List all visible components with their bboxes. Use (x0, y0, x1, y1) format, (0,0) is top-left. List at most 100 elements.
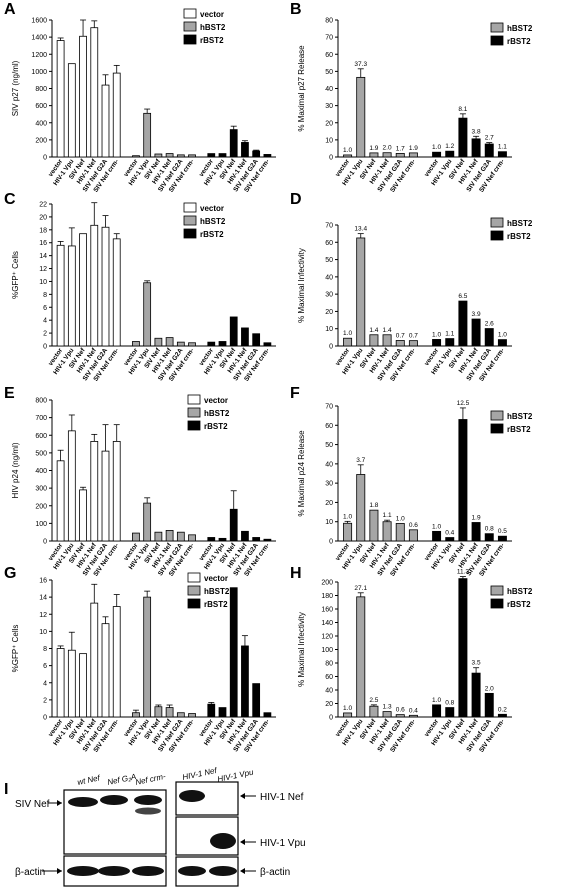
panel-c-bar-vector-hiv-1-nef (90, 224, 99, 347)
panel-letter-i: I (4, 781, 8, 798)
panel-a-bar-rbst2-siv-nef-g2a (252, 150, 261, 158)
panel-c-bar-hbst2-siv-nef-crm (188, 342, 196, 347)
arrowhead-actin-left (57, 868, 62, 874)
panel-f-y-tick-label: 30 (325, 481, 333, 488)
panel-f-y-tick-label: 50 (325, 442, 333, 449)
panel-a-bar-rbst2-siv-nef-crm (263, 154, 272, 158)
panel-h-y-tick-label: 60 (325, 674, 333, 681)
panel-d-y-tick-label: 0 (329, 344, 333, 351)
panel-h-data-label: 1.0 (343, 705, 352, 712)
panel-d-bar-hbst2-siv-nef-crm (408, 340, 418, 347)
panel-g-bar-hbst2-siv-nef (154, 706, 163, 718)
panel-c-y-tick-label: 8 (43, 292, 47, 299)
panel-h-bar-rbst2-vector (432, 704, 442, 718)
panel-b-data-label: 2.0 (383, 145, 392, 152)
panel-d-y-tick-label: 40 (325, 274, 333, 281)
panel-g-bar-hbst2-siv-nef-crm (188, 713, 196, 718)
panel-e-bar-hbst2-hiv-1-nef (165, 530, 174, 542)
panel-b-y-tick-label: 50 (325, 69, 333, 76)
panel-b-y-tick-label: 60 (325, 52, 333, 59)
band-nef-crm-lower (135, 807, 161, 815)
panel-d-bar-hbst2-hiv-1-nef (382, 334, 392, 347)
panel-f-data-label: 1.8 (369, 502, 378, 509)
panel-a-bar-rbst2-vector (207, 153, 216, 158)
panel-d-data-label: 1.4 (369, 327, 378, 334)
panel-e-legend-swatch-vector (187, 394, 201, 405)
lane-label-nef-crm: Nef crm- (135, 772, 167, 787)
panel-h-data-label: 2.0 (485, 685, 494, 692)
panel-e-bar-hbst2-siv-nef-crm (188, 534, 196, 542)
panel-g-bar-rbst2-hiv-1-nef (241, 645, 249, 718)
panel-e-y-tick-label: 0 (43, 539, 47, 546)
panel-h-bar-hbst2-hiv-1-nef (382, 711, 392, 718)
panel-a-bar-rbst2-siv-nef (229, 129, 238, 158)
panel-a-letter: A (4, 1, 16, 18)
panel-b-y-tick-label: 20 (325, 120, 333, 127)
panel-c-bar-hbst2-hiv-1-vpu (143, 282, 152, 347)
panel-f-legend-swatch-hbst2 (490, 410, 504, 421)
panel-b-bar-hbst2-hiv-1-vpu (356, 76, 366, 158)
panel-c-bar-vector-siv-nef (79, 233, 87, 347)
panel-e-legend-swatch-rbst2 (187, 420, 201, 431)
panel-a-bar-hbst2-siv-nef-g2a (176, 154, 185, 158)
panel-g-bar-hbst2-hiv-1-nef (165, 707, 174, 718)
panel-a-y-tick-label: 0 (43, 155, 47, 162)
panel-g-bar-hbst2-hiv-1-vpu (143, 596, 152, 718)
panel-e-bar-rbst2-siv-nef-crm (263, 538, 272, 542)
panel-g-y-label: %GFP⁺ Cells (11, 625, 20, 673)
panel-f-legend-label-hbst2: hBST2 (507, 412, 533, 421)
panel-d-bar-rbst2-siv-nef (458, 300, 468, 347)
panel-h-data-label: 0.4 (409, 707, 418, 714)
panel-b-y-tick-label: 0 (329, 155, 333, 162)
panel-g-legend-swatch-vector (187, 572, 201, 583)
panel-d-y-tick-label: 10 (325, 326, 333, 333)
panel-c-bar-hbst2-vector (132, 341, 140, 347)
panel-c-bar-rbst2-siv-nef-g2a (252, 333, 261, 347)
panel-h-legend-swatch-rbst2 (490, 598, 504, 609)
panel-h-y-tick-label: 20 (325, 701, 333, 708)
panel-d-y-label: % Maximal Infectivity (297, 248, 306, 323)
panel-e-bar-vector-siv-nef-crm (112, 441, 121, 542)
panel-f-data-label: 1.0 (396, 515, 405, 522)
panel-d-data-label: 2.6 (485, 321, 494, 328)
panel-h-letter: H (290, 565, 302, 582)
panel-g-legend-swatch-rbst2 (187, 598, 201, 609)
panel-a-y-tick-label: 400 (35, 120, 47, 127)
panel-d-data-label: 3.9 (472, 311, 481, 318)
panel-b-data-label: 3.8 (472, 128, 481, 135)
panel-e-y-tick-label: 400 (35, 468, 47, 475)
panel-b-bar-hbst2-hiv-1-nef (382, 152, 392, 158)
panel-a-bar-rbst2-hiv-1-nef (241, 142, 249, 158)
panel-d-legend-label-hbst2: hBST2 (507, 219, 533, 228)
band-nef-g2a (100, 795, 128, 805)
panel-a-bar-hbst2-siv-nef-crm (188, 154, 196, 158)
arrowhead-hiv1-nef (240, 793, 245, 799)
arrowhead-hiv1-vpu (240, 839, 245, 845)
panel-b-data-label: 1.0 (432, 144, 441, 151)
panel-d-data-label: 6.5 (458, 293, 467, 300)
panel-h-bar-rbst2-siv-nef-crm (497, 713, 507, 718)
panel-h-data-label: 11.3 (457, 569, 470, 576)
panel-h-y-tick-label: 160 (321, 607, 333, 614)
panel-d-bar-rbst2-hiv-1-vpu (445, 338, 455, 347)
panel-f-bar-rbst2-siv-nef-g2a (484, 533, 494, 542)
panel-e-bar-hbst2-siv-nef-g2a (176, 531, 185, 542)
panel-e-y-tick-label: 600 (35, 433, 47, 440)
panel-b-data-label: 1.7 (396, 145, 405, 152)
panel-h-y-tick-label: 80 (325, 661, 333, 668)
panel-g-bar-rbst2-siv-nef-g2a (252, 683, 261, 718)
panel-d-legend-label-rbst2: rBST2 (507, 232, 531, 241)
panel-b-legend-label-hbst2: hBST2 (507, 24, 533, 33)
panel-g-y-tick-label: 0 (43, 715, 47, 722)
panel-a-y-tick-label: 1000 (31, 69, 47, 76)
panel-h-y-tick-label: 140 (321, 620, 333, 627)
panel-f-bar-hbst2-hiv-1-nef (382, 521, 392, 542)
panel-g-bar-vector-vector (56, 648, 65, 718)
band-actin-r2 (209, 866, 237, 876)
panel-c-legend-swatch-vector (183, 202, 197, 213)
panel-d-letter: D (290, 191, 302, 208)
panel-h-data-label: 2.5 (369, 697, 378, 704)
panel-c-legend-label-rbst2: rBST2 (200, 230, 224, 239)
panel-f-data-label: 1.1 (383, 512, 392, 519)
